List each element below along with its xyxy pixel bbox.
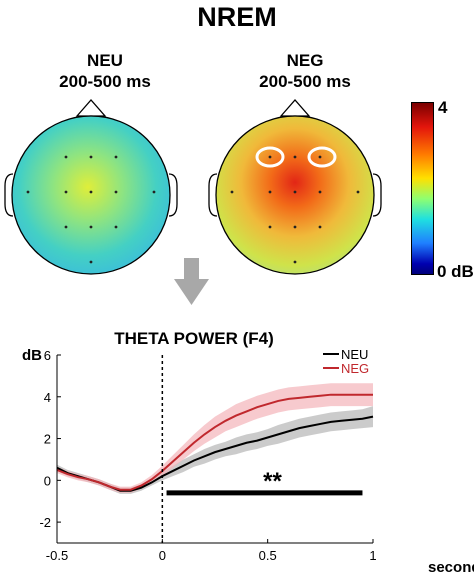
neu-head-map bbox=[4, 99, 178, 275]
colorbar bbox=[411, 102, 434, 275]
electrode-highlight-left bbox=[255, 146, 285, 168]
theta-power-chart: THETA POWER (F4) dB seconds ** -2 0 2 4 6 -0.… bbox=[22, 329, 474, 576]
electrode-highlight-right bbox=[307, 146, 337, 168]
chart-decor: ** bbox=[161, 355, 363, 543]
x-tick-label: 1 bbox=[369, 548, 376, 563]
legend-label-neu: NEU bbox=[341, 347, 368, 362]
topomap-graphic bbox=[4, 99, 382, 305]
y-axis-label: dB bbox=[22, 347, 42, 364]
y-tick-label: 0 bbox=[44, 473, 51, 488]
x-tick-label: -0.5 bbox=[46, 548, 68, 563]
y-tick-label: -2 bbox=[39, 515, 51, 530]
x-tick-label: 0.5 bbox=[259, 548, 277, 563]
neu-condition-label: NEU bbox=[87, 51, 123, 70]
significance-label: ** bbox=[263, 468, 282, 495]
figure-title: NREM bbox=[197, 2, 277, 32]
sem-bands bbox=[57, 383, 373, 494]
axes: -2 0 2 4 6 -0.5 0 0.5 1 bbox=[39, 348, 376, 563]
colorbar-max-label: 4 bbox=[438, 98, 448, 117]
neu-panel-label: NEU 200-500 ms bbox=[30, 50, 180, 92]
neg-condition-label: NEG bbox=[286, 51, 324, 70]
x-axis-label: seconds bbox=[428, 559, 474, 576]
sem-band-neu bbox=[57, 406, 373, 494]
y-tick-label: 4 bbox=[44, 390, 51, 405]
neg-window-label: 200-500 ms bbox=[259, 72, 351, 91]
down-arrow-icon bbox=[174, 258, 209, 305]
legend-label-neg: NEG bbox=[341, 361, 369, 376]
y-tick-label: 2 bbox=[44, 432, 51, 447]
series-line-neg bbox=[56, 393, 373, 491]
neu-window-label: 200-500 ms bbox=[59, 72, 151, 91]
y-tick-label: 6 bbox=[44, 348, 51, 363]
neg-panel-label: NEG 200-500 ms bbox=[230, 50, 380, 92]
chart-title: THETA POWER (F4) bbox=[114, 329, 274, 348]
sem-band-neg bbox=[57, 383, 373, 493]
x-tick-label: 0 bbox=[159, 548, 166, 563]
colorbar-min-label: 0 dB bbox=[437, 262, 474, 281]
neg-head-map bbox=[208, 99, 382, 275]
series-lines bbox=[56, 393, 374, 492]
